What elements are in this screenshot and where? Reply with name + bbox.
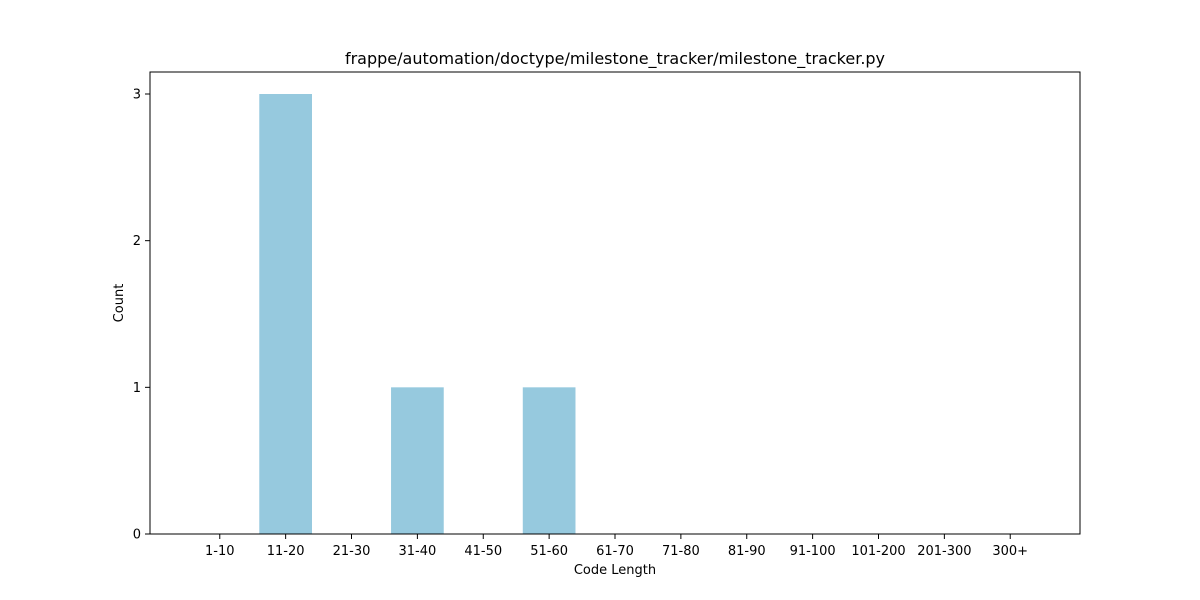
x-tick-label: 71-80 (662, 544, 700, 559)
y-axis-label: Count (112, 284, 127, 323)
x-tick-label: 201-300 (917, 544, 971, 559)
x-tick-label: 300+ (992, 544, 1028, 559)
y-tick-label: 0 (133, 528, 141, 543)
x-tick-label: 101-200 (851, 544, 905, 559)
x-axis-label: Code Length (574, 563, 656, 578)
x-tick-label: 61-70 (596, 544, 634, 559)
bar-11-20 (259, 94, 312, 534)
y-axis: 0 1 2 3 (133, 88, 150, 543)
y-tick-label: 1 (133, 381, 141, 396)
bar-31-40 (391, 387, 444, 534)
bars-group (259, 94, 576, 534)
x-axis: 1-10 11-20 21-30 31-40 41-50 51-60 61-70 71-80 8… (205, 534, 1028, 559)
x-tick-label: 31-40 (398, 544, 436, 559)
y-tick-label: 2 (133, 234, 141, 249)
bar-51-60 (522, 387, 576, 534)
x-tick-label: 81-90 (728, 544, 766, 559)
x-tick-label: 41-50 (464, 544, 502, 559)
x-tick-label: 21-30 (333, 544, 371, 559)
x-tick-label: 1-10 (205, 544, 235, 559)
x-tick-label: 91-100 (790, 544, 836, 559)
x-tick-label: 11-20 (267, 544, 305, 559)
chart-title: frappe/automation/doctype/milestone_trac… (345, 49, 885, 69)
x-tick-label: 51-60 (530, 544, 568, 559)
y-tick-label: 3 (133, 88, 141, 103)
